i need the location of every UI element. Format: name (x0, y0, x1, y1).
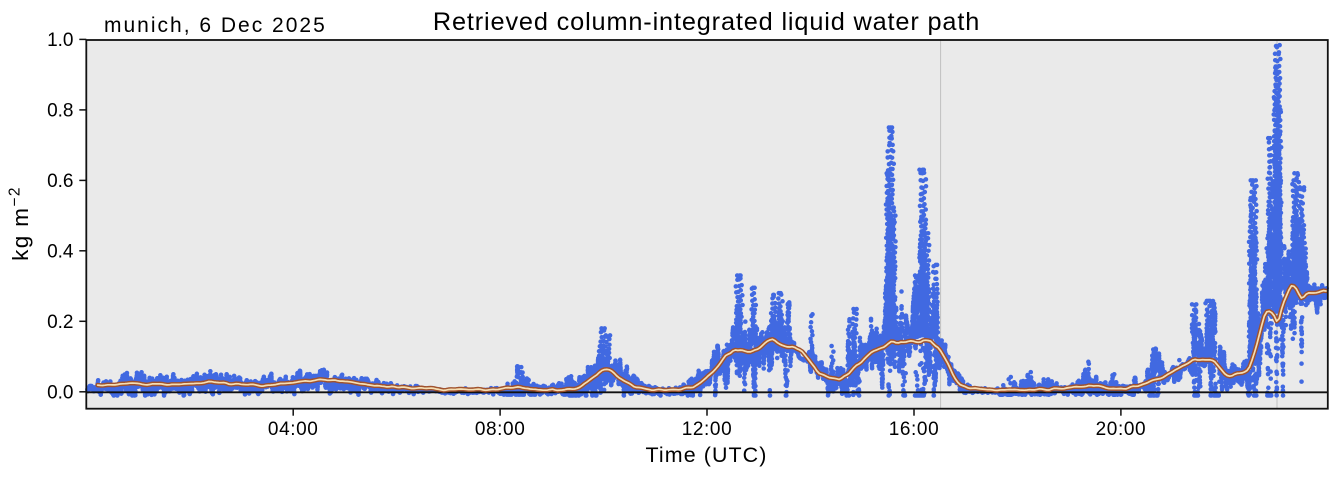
svg-text:08:00: 08:00 (475, 419, 526, 440)
svg-text:munich, 6 Dec 2025: munich, 6 Dec 2025 (104, 14, 327, 37)
svg-text:04:00: 04:00 (268, 419, 319, 440)
svg-text:0.4: 0.4 (47, 241, 74, 262)
svg-text:0.6: 0.6 (47, 171, 73, 192)
svg-text:0.2: 0.2 (47, 312, 73, 333)
svg-text:0.0: 0.0 (47, 382, 73, 403)
svg-text:16:00: 16:00 (889, 419, 940, 440)
svg-text:1.0: 1.0 (47, 30, 73, 51)
svg-text:Retrieved column-integrated li: Retrieved column-integrated liquid water… (433, 8, 980, 36)
svg-text:0.8: 0.8 (47, 100, 73, 121)
svg-text:Time (UTC): Time (UTC) (646, 443, 768, 467)
svg-text:20:00: 20:00 (1096, 419, 1147, 440)
svg-text:12:00: 12:00 (682, 419, 733, 440)
